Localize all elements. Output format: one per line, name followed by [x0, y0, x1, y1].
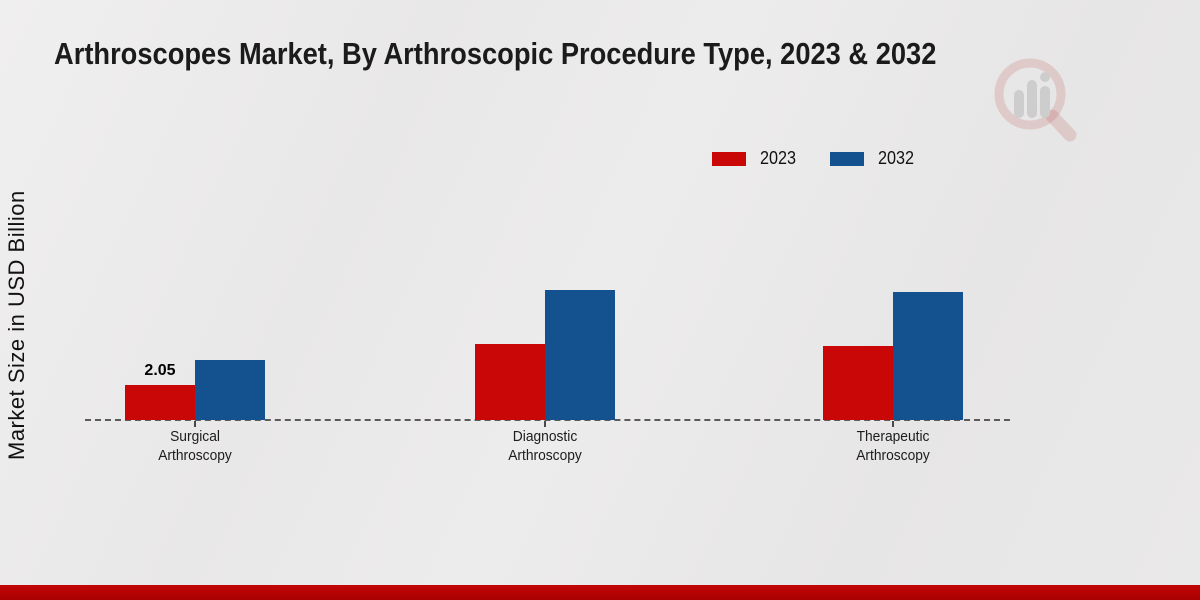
- x-tick-therapeutic-arthroscopy: [892, 421, 894, 427]
- category-label-surgical-arthroscopy: Surgical Arthroscopy: [85, 428, 305, 466]
- legend: 2023 2032: [712, 148, 916, 169]
- legend-swatch-2023: [712, 151, 746, 166]
- bar-value-label: 2.05: [144, 362, 176, 379]
- footer-red-bar: [0, 585, 1200, 600]
- bar-2023-diagnostic-arthroscopy: [475, 344, 545, 420]
- chart-title-text: Arthroscopes Market, By Arthroscopic Pro…: [54, 36, 937, 71]
- legend-swatch-2032: [830, 151, 865, 166]
- magnifier-icon: [994, 58, 1077, 142]
- category-label-text: Surgical Arthroscopy: [158, 428, 232, 464]
- watermark-magnifier-logo: [994, 58, 1077, 142]
- category-label-text: Diagnostic Arthroscopy: [508, 428, 582, 464]
- legend-item-2032: 2032: [830, 148, 916, 169]
- chart-title: Arthroscopes Market, By Arthroscopic Pro…: [54, 36, 1057, 72]
- legend-item-2023: 2023: [712, 148, 798, 169]
- category-label-diagnostic-arthroscopy: Diagnostic Arthroscopy: [435, 428, 655, 466]
- bar-2032-therapeutic-arthroscopy: [893, 292, 963, 420]
- x-axis-baseline: [85, 419, 1010, 421]
- category-label-therapeutic-arthroscopy: Therapeutic Arthroscopy: [783, 428, 1003, 466]
- bar-2023-surgical-arthroscopy: [125, 385, 195, 420]
- category-label-text: Therapeutic Arthroscopy: [856, 428, 930, 464]
- legend-label-2032: 2032: [878, 148, 915, 168]
- bar-2032-diagnostic-arthroscopy: [545, 290, 615, 420]
- bar-2023-therapeutic-arthroscopy: [823, 346, 893, 420]
- x-tick-diagnostic-arthroscopy: [544, 421, 546, 427]
- bar-2032-surgical-arthroscopy: [195, 360, 265, 420]
- legend-label-2023: 2023: [760, 148, 797, 168]
- x-tick-surgical-arthroscopy: [194, 421, 196, 427]
- logo-bars-icon: [1014, 72, 1050, 118]
